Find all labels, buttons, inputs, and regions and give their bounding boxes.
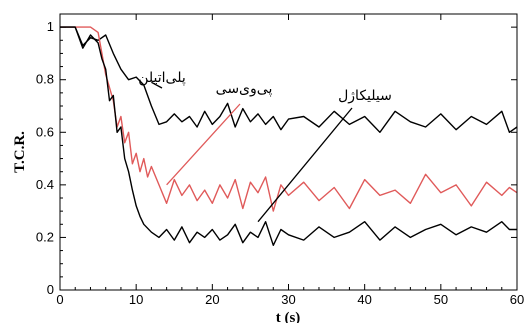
x-tick-label: 60 (510, 292, 524, 307)
x-tick-label: 0 (56, 292, 63, 307)
y-tick-label: 1 (47, 19, 54, 34)
annotation-label: پلی‌اتیلن (138, 70, 186, 86)
x-tick-label: 50 (434, 292, 448, 307)
y-tick-label: 0.2 (36, 229, 54, 244)
annotation-leader-line (257, 107, 353, 223)
annotation-leader-line (166, 103, 241, 186)
x-tick-label: 20 (205, 292, 219, 307)
annotation-label: پی‌وی‌سی (216, 81, 273, 97)
y-tick-label: 0.8 (36, 72, 54, 87)
series-line-1 (60, 26, 518, 133)
y-tick-label: 0.4 (36, 177, 54, 192)
x-tick-label: 40 (357, 292, 371, 307)
series-line-3 (60, 26, 517, 246)
x-tick-label: 10 (129, 292, 143, 307)
annotation-label: سیلیکاژل (338, 88, 392, 104)
x-axis-title: t (s) (276, 310, 301, 323)
y-tick-label: 0 (47, 282, 54, 297)
y-axis-title: T.C.R. (12, 131, 28, 173)
x-tick-label: 30 (281, 292, 295, 307)
y-tick-label: 0.6 (36, 124, 54, 139)
series-line-2 (60, 26, 518, 212)
annotation-leader-line (151, 81, 163, 89)
